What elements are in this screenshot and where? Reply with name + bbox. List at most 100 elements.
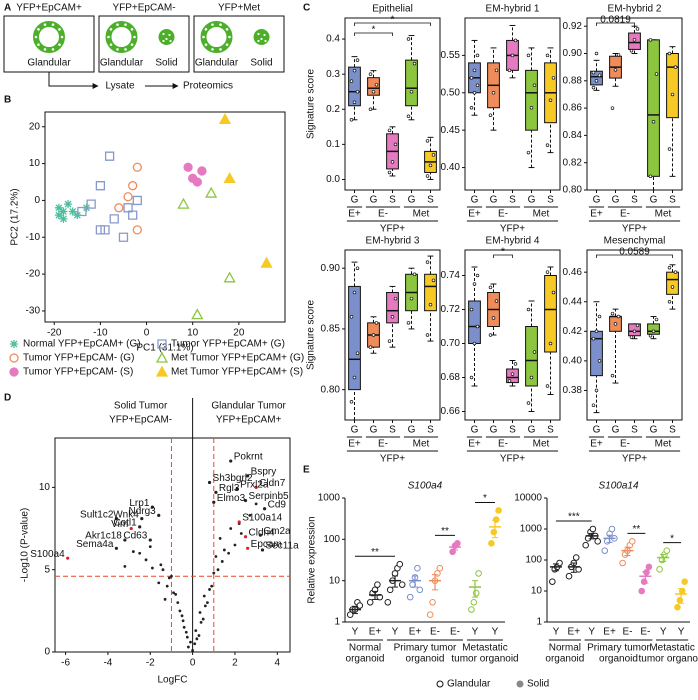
group-label: E-	[378, 209, 388, 220]
data-point	[355, 266, 360, 270]
data-point	[648, 333, 653, 338]
cell-dot	[162, 39, 165, 43]
gene-point	[114, 546, 118, 550]
gene-point	[138, 525, 142, 529]
scatter-point	[197, 166, 207, 176]
group-label: E-	[620, 439, 630, 450]
data-point	[648, 174, 653, 179]
data-point	[469, 76, 474, 80]
cell-dot	[162, 32, 165, 36]
data-point	[475, 273, 480, 278]
chart-title: EM-hybrid 3	[366, 236, 420, 247]
data-point	[628, 538, 636, 545]
scatter-point	[192, 177, 202, 187]
chart-title: S100a14	[598, 481, 638, 492]
scatter-point	[132, 195, 142, 206]
data-point	[610, 106, 615, 110]
sig-label: **	[371, 547, 379, 558]
gene-point	[170, 574, 173, 578]
gene-point	[198, 611, 202, 614]
data-point	[594, 329, 599, 334]
cell-dot	[204, 28, 208, 31]
gene-point	[246, 546, 250, 550]
x-tick-label: G	[408, 195, 416, 206]
data-point	[610, 373, 615, 378]
x-tick-label: S	[547, 195, 554, 206]
data-point	[651, 119, 656, 124]
group-label: Primary tumor	[394, 643, 457, 654]
data-point	[398, 581, 406, 588]
cell-dot	[264, 39, 267, 43]
x-tick-label: 0	[144, 328, 150, 339]
y-tick-label: 0.40	[441, 162, 461, 173]
group-label: organoid	[406, 654, 445, 665]
data-point	[355, 89, 360, 94]
data-point	[366, 598, 374, 606]
data-point	[412, 61, 417, 66]
group-label: Metastatic	[649, 643, 695, 654]
data-point	[597, 73, 602, 78]
group-label: E+	[590, 209, 603, 220]
data-point	[386, 586, 394, 594]
data-point	[352, 68, 357, 73]
flow-line	[48, 72, 99, 89]
gene-point	[193, 642, 197, 646]
cell-dot	[260, 37, 263, 41]
data-point	[490, 528, 498, 536]
scatter-point	[109, 214, 119, 224]
gene-label: Serpinb5	[249, 491, 289, 502]
group-title: YFP+EpCAM-	[112, 3, 175, 14]
cell-dot	[109, 43, 113, 46]
data-point	[510, 372, 515, 376]
scatter-point	[128, 210, 138, 220]
data-point	[355, 351, 360, 355]
y-tick-label: 10	[329, 575, 341, 586]
gene-point	[195, 637, 199, 641]
group-label: Met	[533, 209, 550, 220]
data-point	[545, 384, 550, 388]
scatter-point	[54, 211, 63, 220]
x-tick-label: G	[650, 195, 658, 206]
x-tick-label: G	[490, 425, 498, 436]
data-point	[545, 270, 550, 274]
gene-point	[210, 584, 214, 588]
organoid-icon	[33, 21, 65, 53]
x-tick-label: G	[370, 195, 378, 206]
cell-dot	[204, 43, 208, 46]
cell-dot	[133, 35, 136, 39]
scatter-point	[114, 203, 124, 213]
data-point	[667, 51, 672, 56]
y-tick-label: 0.90	[563, 48, 583, 59]
gene-point	[202, 594, 206, 598]
gene-label: Sema4a	[76, 539, 114, 550]
sig-label: **	[632, 524, 640, 535]
data-point	[495, 507, 502, 514]
cell-dot	[130, 43, 134, 46]
sig-label: **	[441, 526, 449, 537]
data-point	[472, 282, 477, 286]
gene-point	[233, 543, 237, 547]
data-point	[368, 72, 373, 76]
data-point	[396, 560, 404, 568]
data-point	[532, 350, 537, 354]
data-point	[591, 85, 596, 90]
gene-label: Pokrnt	[234, 452, 263, 463]
group-label: Met	[533, 439, 550, 450]
scatter-point	[183, 162, 193, 172]
box	[544, 275, 557, 353]
legend-label: Met Tumor YFP+EpCAM+ (G)	[171, 353, 304, 364]
data-point	[545, 53, 550, 58]
cell-dot	[116, 48, 119, 51]
y-tick-label: 1000	[318, 493, 341, 504]
data-point	[629, 49, 634, 53]
data-point	[431, 278, 436, 283]
data-point	[654, 72, 659, 76]
gene-point	[212, 571, 216, 575]
data-point	[406, 37, 411, 41]
group-box	[193, 15, 285, 73]
x-tick-label: S	[509, 425, 516, 436]
gene-point	[178, 609, 182, 613]
x-tick-label: G	[370, 425, 378, 436]
cell-dot	[109, 28, 113, 31]
data-point	[416, 586, 424, 594]
